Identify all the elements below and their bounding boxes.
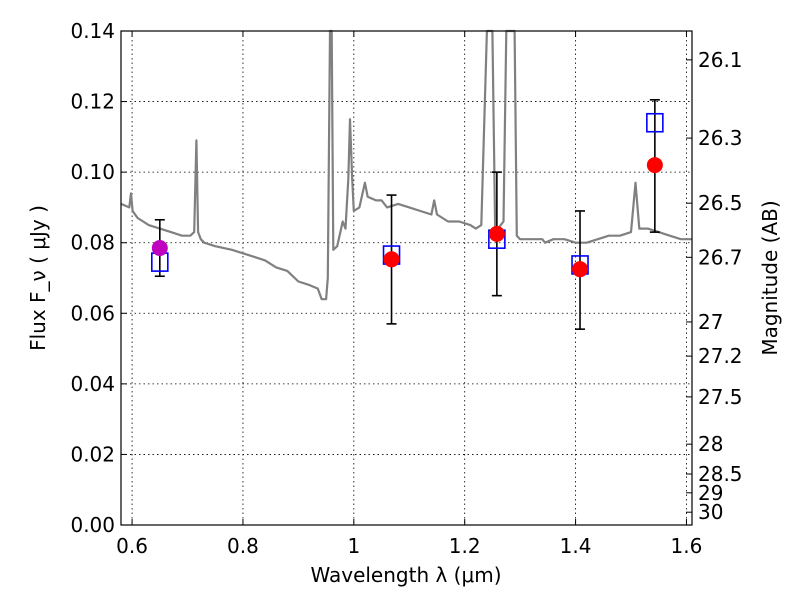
magnitude-tick-label: 28	[698, 432, 723, 456]
y-tick-label: 0.08	[70, 231, 115, 255]
magnitude-tick-label: 26.3	[698, 126, 743, 150]
observed-points	[151, 157, 663, 278]
y-tick-label: 0.00	[70, 513, 115, 537]
magnitude-tick-label: 28.5	[698, 462, 743, 486]
x-tick-label: 1.2	[449, 534, 481, 558]
observed-point	[383, 251, 400, 268]
model-square	[646, 112, 664, 133]
x-tick-label: 0.8	[227, 534, 259, 558]
y-axis-label: Flux F_ν ( μJy )	[26, 205, 50, 351]
magnitude-tick-label: 27.5	[698, 385, 743, 409]
observed-point	[646, 157, 663, 174]
y-tick-label: 0.02	[70, 442, 115, 466]
y-tick-label: 0.04	[70, 372, 115, 396]
plot-area	[121, 31, 692, 525]
x-tick-label: 0.6	[116, 534, 148, 558]
x-tick-label: 1	[347, 534, 360, 558]
observed-point	[572, 261, 589, 278]
x-axis-label: Wavelength λ (μm)	[310, 563, 501, 587]
y-tick-label: 0.12	[70, 90, 115, 114]
y-axis-ticks: 0.00 0.02 0.04 0.06 0.08 0.10 0.12 0.14	[70, 19, 127, 537]
x-axis-ticks: 0.6 0.8 1 1.2 1.4 1.6	[116, 31, 702, 558]
y-tick-label: 0.10	[70, 160, 115, 184]
y-tick-label: 0.14	[70, 19, 115, 43]
x-tick-label: 1.6	[671, 534, 703, 558]
magnitude-tick-label: 26.1	[698, 48, 743, 72]
magnitude-tick-label: 27	[698, 310, 723, 334]
magnitude-tick-label: 29	[698, 481, 723, 505]
magnitude-tick-label: 27.2	[698, 344, 743, 368]
plot-frame	[120, 30, 693, 526]
spectrum-series	[120, 29, 692, 301]
observed-point	[488, 225, 505, 242]
spectrum-line	[120, 29, 692, 301]
magnitude-tick-label: 26.5	[698, 191, 743, 215]
x-tick-label: 1.4	[560, 534, 592, 558]
magnitude-axis-label: Magnitude (AB)	[758, 200, 782, 355]
magnitude-tick-label: 26.7	[698, 245, 743, 269]
y-tick-label: 0.06	[70, 301, 115, 325]
magnitude-tick-label: 30	[698, 500, 723, 524]
observed-point	[151, 240, 168, 257]
